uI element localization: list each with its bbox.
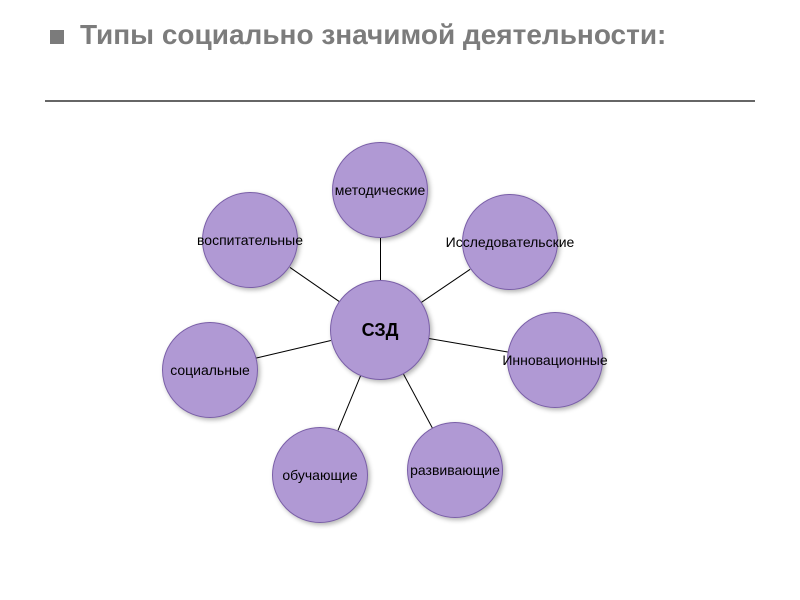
node-label-line: тельские xyxy=(517,234,575,250)
outer-node: развивающие xyxy=(407,422,503,518)
diagram-edge xyxy=(380,238,381,280)
node-label-line: ющие xyxy=(462,462,500,478)
node-label-line: и xyxy=(559,352,567,368)
outer-node: Инновационные xyxy=(507,312,603,408)
diagram-edge xyxy=(429,338,508,352)
node-label-line: ские xyxy=(397,182,426,198)
node-label-line: методиче xyxy=(335,182,397,198)
node-label-line: обучающ xyxy=(282,467,342,483)
outer-node: обучающие xyxy=(272,427,368,523)
node-label-line: воспитат xyxy=(197,232,255,248)
node-label-line: развива xyxy=(410,462,462,478)
node-label-line: онные xyxy=(567,352,608,368)
radial-diagram: СЗДметодическиеИсследовательскиеИнноваци… xyxy=(0,120,800,580)
node-label-line: социальн xyxy=(170,362,232,378)
node-label-line: ые xyxy=(232,362,250,378)
diagram-edge xyxy=(421,269,470,303)
outer-node: воспитательные xyxy=(202,192,298,288)
diagram-edge xyxy=(256,340,331,359)
diagram-edge xyxy=(403,374,433,428)
node-label-line: ные xyxy=(277,232,303,248)
node-label-line: Исследов xyxy=(446,234,509,250)
outer-node: социальные xyxy=(162,322,258,418)
node-label-line: а xyxy=(509,234,517,250)
diagram-edge xyxy=(289,266,339,301)
title-bullet xyxy=(50,30,64,44)
outer-node: методические xyxy=(332,142,428,238)
slide-title: Типы социально значимой деятельности: xyxy=(80,18,666,52)
node-label-line: ель xyxy=(255,232,278,248)
node-label-line: Инновац xyxy=(502,352,558,368)
divider-line xyxy=(45,100,755,102)
outer-node: Исследовательские xyxy=(462,194,558,290)
node-label-line: ие xyxy=(342,467,358,483)
center-node: СЗД xyxy=(330,280,430,380)
diagram-edge xyxy=(337,376,360,431)
